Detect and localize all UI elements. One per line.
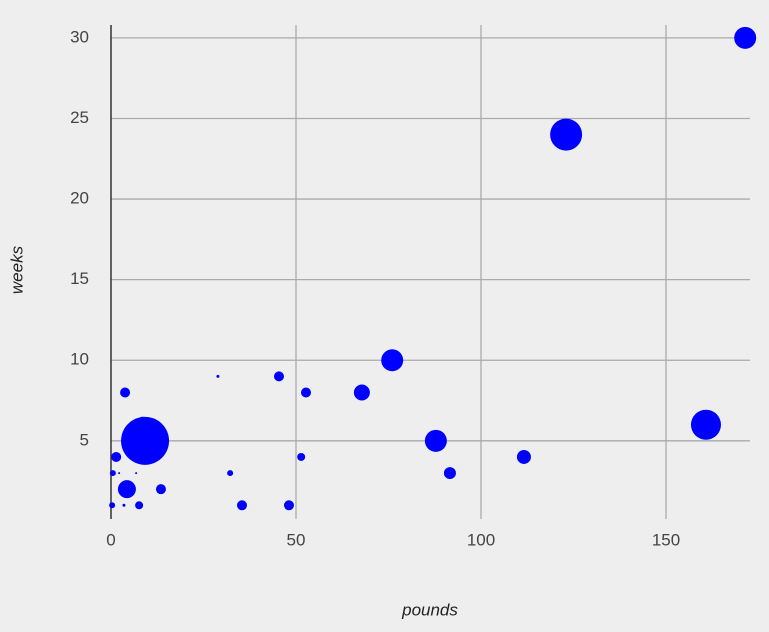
bubble [134, 416, 151, 433]
bubble [120, 387, 131, 398]
bubble [734, 26, 757, 49]
x-tick-label: 0 [106, 530, 115, 549]
bubble [236, 500, 247, 511]
y-axis-title: weeks [7, 245, 26, 294]
bubble [109, 502, 116, 509]
bubble [690, 409, 721, 440]
bubble [135, 501, 144, 510]
x-tick-label: 100 [467, 530, 495, 549]
bubble [109, 470, 116, 477]
bubble [121, 416, 170, 465]
bubble [111, 451, 122, 462]
x-tick-label: 150 [652, 530, 680, 549]
bubble [550, 118, 583, 151]
bubble [381, 349, 404, 372]
y-tick-label: 15 [70, 269, 89, 288]
bubble [216, 374, 220, 378]
bubble [424, 429, 447, 452]
bubble [122, 503, 126, 507]
bubble [353, 384, 370, 401]
y-tick-label: 20 [70, 189, 89, 208]
bubble [443, 467, 456, 480]
bubble [155, 484, 166, 495]
y-tick-label: 25 [70, 108, 89, 127]
bubble [118, 472, 121, 475]
bubble [300, 387, 311, 398]
x-axis-title: pounds [401, 600, 458, 619]
y-tick-label: 5 [80, 430, 89, 449]
bubble [283, 500, 294, 511]
bubble [273, 371, 284, 382]
bubble [227, 470, 234, 477]
bubble [135, 472, 138, 475]
y-tick-label: 10 [70, 350, 89, 369]
bubble [516, 449, 531, 464]
bubble [297, 452, 306, 461]
y-tick-label: 30 [70, 27, 89, 46]
x-tick-label: 50 [287, 530, 306, 549]
bubble [117, 480, 136, 499]
